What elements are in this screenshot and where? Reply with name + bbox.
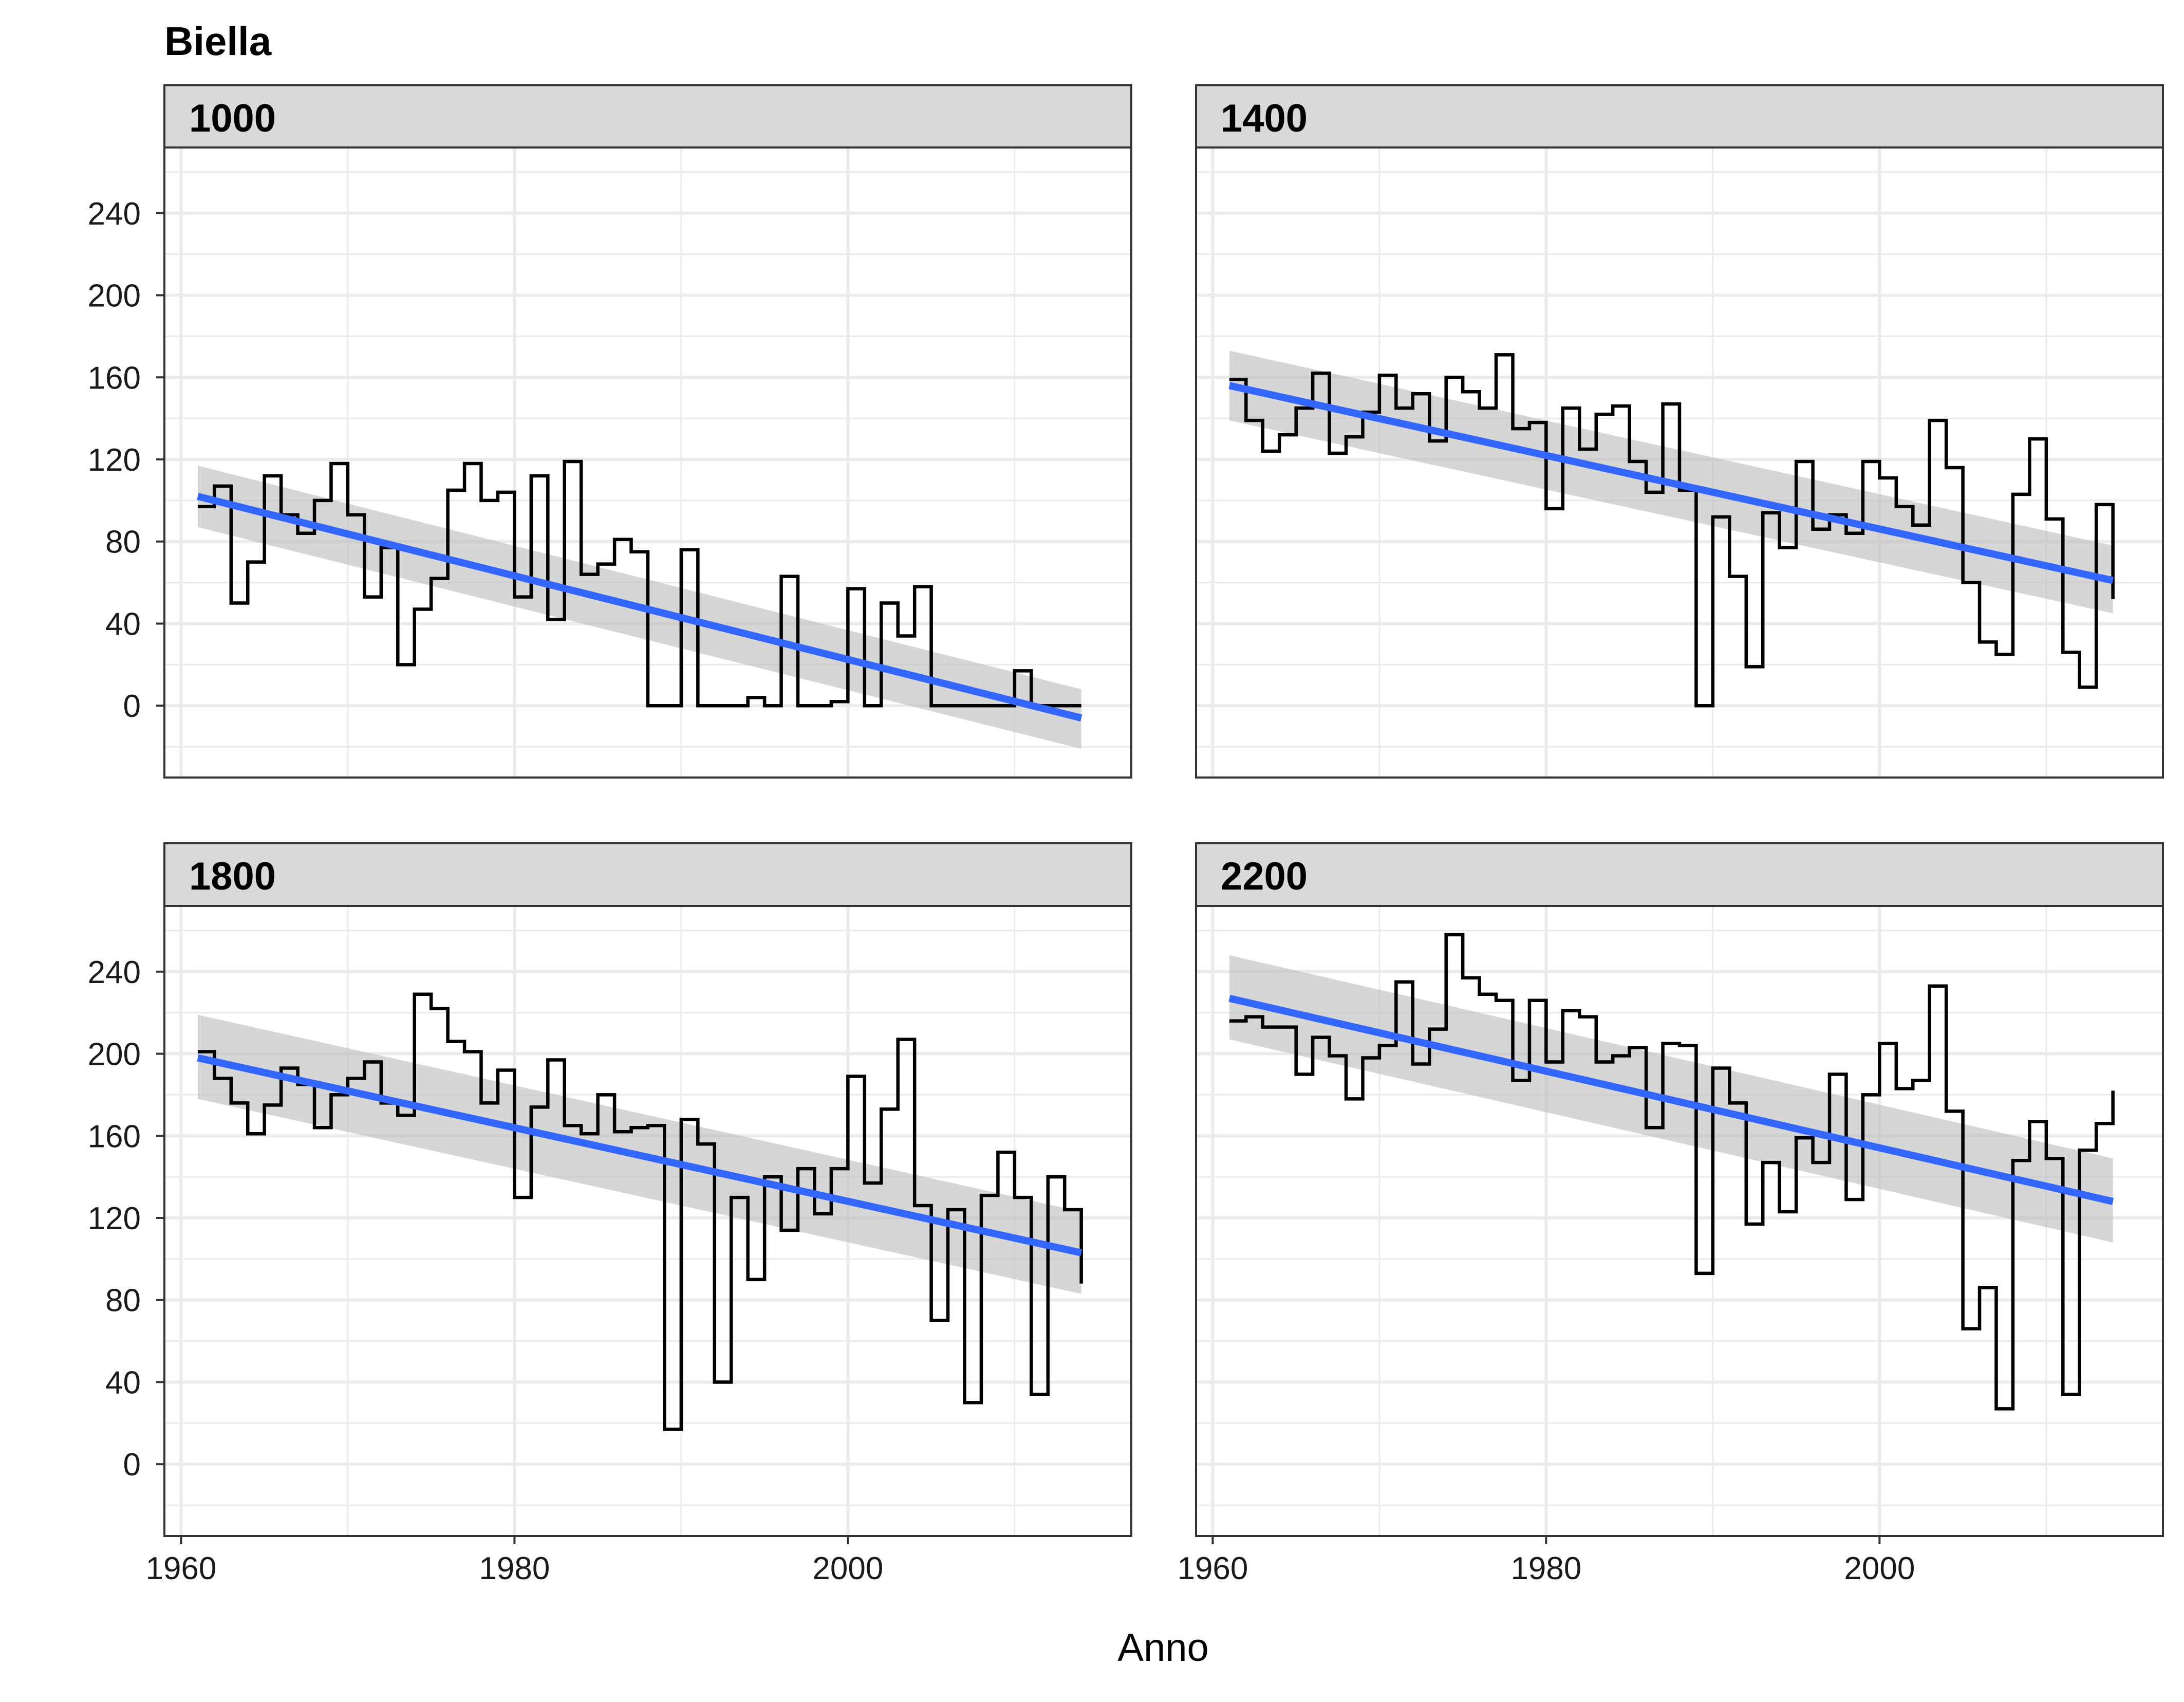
x-tick-label: 1980 [479,1551,550,1586]
strip-label: 2200 [1221,855,1308,898]
strip-background [1195,842,2164,907]
strip-label: 1400 [1221,97,1308,140]
y-tick-label: 160 [88,360,141,396]
x-axis-label: Anno [1117,1626,1209,1670]
panel-1400: 1400 [1195,84,2164,779]
trend-line [1228,382,2114,584]
y-tick-label: 80 [105,525,141,560]
panel-2200: 2200 1960 1980 2000 [1177,842,2164,1586]
step-line-series [1229,933,2115,1411]
y-tick-label: 160 [88,1119,141,1154]
panel-1000: 1000 0 40 80 120 160 200 240 [88,84,1132,779]
step-line-series [197,459,1081,708]
strip-background [1195,84,2164,149]
panel-1800: 1800 0 40 80 120 160 200 240 1960 1980 2000 [88,842,1132,1586]
y-tick-label: 200 [88,1037,141,1072]
y-tick-label: 120 [88,1201,141,1236]
trend-line [197,1054,1082,1256]
chart-title: Biella [164,18,272,64]
x-tick-label: 1960 [145,1551,216,1586]
y-tick-label: 120 [88,442,141,478]
strip-background [163,842,1132,907]
x-tick-label: 2000 [1844,1551,1915,1586]
step-line-series [1229,353,2115,708]
x-tick-label: 1980 [1510,1551,1581,1586]
strip-label: 1800 [189,855,276,898]
y-tick-label: 40 [105,1365,141,1400]
y-tick-label: 0 [123,1447,141,1483]
y-tick-label: 200 [88,279,141,314]
y-tick-label: 40 [105,606,141,642]
step-line-series [197,992,1083,1431]
x-tick-label: 2000 [812,1551,883,1586]
trend-line [197,493,1082,721]
x-tick-label: 1960 [1177,1551,1248,1586]
trend-line [1228,994,2114,1205]
strip-background [163,84,1132,149]
y-tick-label: 240 [88,955,141,990]
strip-label: 1000 [189,97,276,140]
y-tick-label: 240 [88,196,141,232]
y-tick-label: 0 [123,689,141,724]
y-tick-label: 80 [105,1283,141,1319]
